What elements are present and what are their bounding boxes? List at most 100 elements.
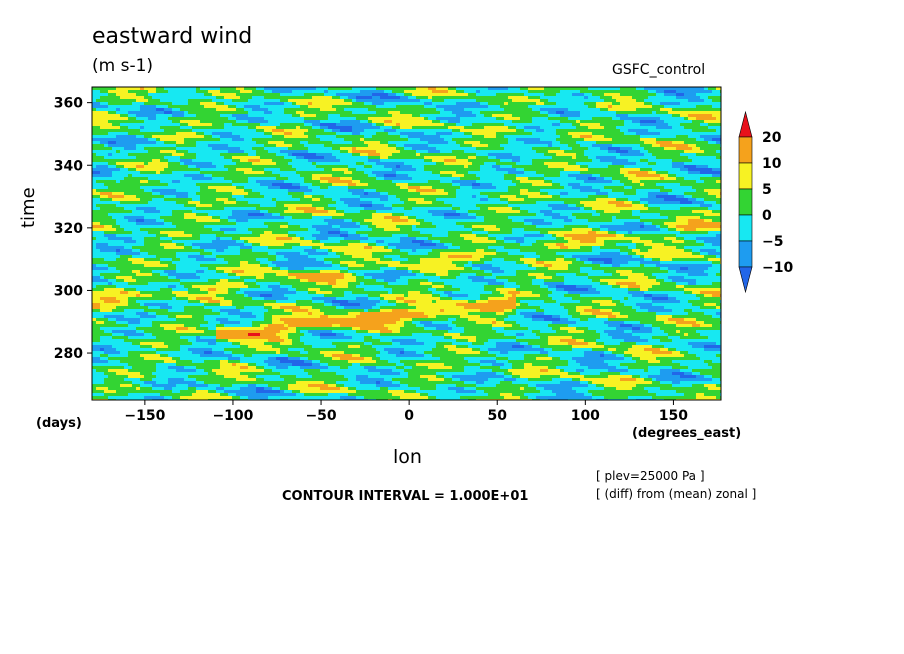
- field-cell: [140, 126, 145, 130]
- field-cell: [672, 90, 677, 94]
- field-cell: [172, 108, 177, 112]
- field-cell: [204, 135, 209, 139]
- field-cell: [224, 147, 229, 151]
- field-cell: [228, 120, 233, 124]
- field-cell: [576, 156, 581, 160]
- field-cell: [528, 141, 533, 145]
- field-cell: [324, 105, 329, 109]
- field-cell: [504, 174, 509, 178]
- field-cell: [116, 93, 121, 97]
- field-cell: [692, 147, 697, 151]
- field-cell: [112, 171, 117, 175]
- field-cell: [424, 159, 429, 163]
- field-cell: [656, 138, 661, 142]
- field-cell: [292, 153, 297, 157]
- field-cell: [460, 174, 465, 178]
- field-cell: [100, 93, 105, 97]
- field-cell: [652, 90, 657, 94]
- field-cell: [228, 99, 233, 103]
- field-cell: [160, 123, 165, 127]
- field-cell: [512, 123, 517, 127]
- field-cell: [472, 132, 477, 136]
- field-cell: [560, 153, 565, 157]
- field-cell: [612, 171, 617, 175]
- field-cell: [184, 162, 189, 166]
- field-cell: [656, 171, 661, 175]
- field-cell: [196, 150, 201, 154]
- field-cell: [688, 141, 693, 145]
- field-cell: [384, 141, 389, 145]
- field-cell: [488, 120, 493, 124]
- field-cell: [292, 165, 297, 169]
- field-cell: [688, 138, 693, 142]
- field-cell: [360, 177, 365, 181]
- field-cell: [616, 177, 621, 181]
- field-cell: [640, 165, 645, 169]
- field-cell: [664, 135, 669, 139]
- field-cell: [560, 162, 565, 166]
- field-cell: [268, 114, 273, 118]
- field-cell: [156, 123, 161, 127]
- field-cell: [328, 114, 333, 118]
- field-cell: [176, 144, 181, 148]
- field-cell: [248, 162, 253, 166]
- field-cell: [676, 144, 681, 148]
- field-cell: [332, 126, 337, 130]
- field-cell: [432, 156, 437, 160]
- field-cell: [176, 102, 181, 106]
- field-cell: [564, 126, 569, 130]
- field-cell: [708, 138, 713, 142]
- field-cell: [240, 114, 245, 118]
- field-cell: [532, 159, 537, 163]
- field-cell: [240, 132, 245, 136]
- field-cell: [428, 147, 433, 151]
- field-cell: [356, 171, 361, 175]
- field-cell: [132, 129, 137, 133]
- field-cell: [548, 138, 553, 142]
- field-cell: [544, 105, 549, 109]
- field-cell: [488, 150, 493, 154]
- field-cell: [368, 93, 373, 97]
- field-cell: [328, 111, 333, 115]
- field-cell: [296, 162, 301, 166]
- field-cell: [220, 90, 225, 94]
- field-cell: [484, 132, 489, 136]
- field-cell: [332, 102, 337, 106]
- field-cell: [452, 153, 457, 157]
- field-cell: [380, 153, 385, 157]
- field-cell: [440, 87, 445, 91]
- field-cell: [468, 159, 473, 163]
- field-cell: [328, 132, 333, 136]
- field-cell: [500, 123, 505, 127]
- field-cell: [268, 162, 273, 166]
- field-cell: [448, 180, 453, 184]
- field-cell: [464, 120, 469, 124]
- field-cell: [124, 90, 129, 94]
- field-cell: [224, 138, 229, 142]
- field-cell: [172, 162, 177, 166]
- field-cell: [640, 117, 645, 121]
- field-cell: [448, 93, 453, 97]
- field-cell: [144, 99, 149, 103]
- field-cell: [352, 159, 357, 163]
- field-cell: [404, 126, 409, 130]
- field-cell: [700, 141, 705, 145]
- field-cell: [412, 165, 417, 169]
- field-cell: [268, 156, 273, 160]
- field-cell: [588, 120, 593, 124]
- field-cell: [404, 135, 409, 139]
- field-cell: [256, 99, 261, 103]
- field-cell: [156, 135, 161, 139]
- field-cell: [208, 168, 213, 172]
- field-cell: [520, 120, 525, 124]
- field-cell: [108, 108, 113, 112]
- field-cell: [652, 120, 657, 124]
- field-cell: [172, 126, 177, 130]
- field-cell: [460, 117, 465, 121]
- field-cell: [708, 150, 713, 154]
- field-cell: [344, 108, 349, 112]
- field-cell: [544, 153, 549, 157]
- field-cell: [448, 102, 453, 106]
- field-cell: [512, 93, 517, 97]
- field-cell: [564, 114, 569, 118]
